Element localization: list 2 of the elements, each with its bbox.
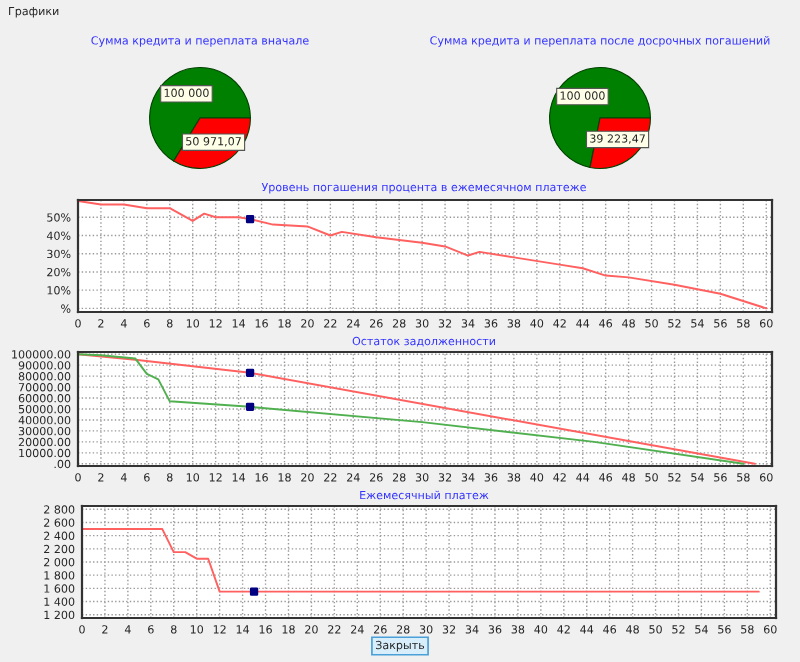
line-series	[78, 200, 768, 310]
line-series	[82, 528, 760, 593]
